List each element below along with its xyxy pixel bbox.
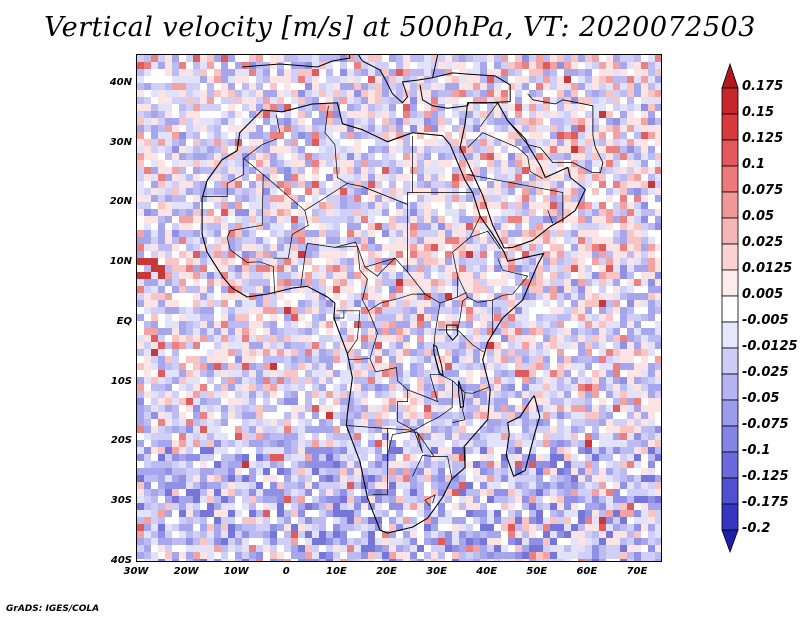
colorbar-bin (721, 165, 739, 193)
colorbar-bin (721, 347, 739, 375)
colorbar-bin (721, 295, 739, 323)
chart-title: Vertical velocity [m/s] at 500hPa, VT: 2… (44, 12, 756, 43)
colorbar-tick-label: 0.1 (742, 157, 766, 172)
madagascar-coastline (505, 395, 541, 477)
colorbar-tick-label: 0.125 (742, 131, 784, 146)
colorbar-tick-label: -0.005 (742, 313, 789, 328)
lon-tick-label: 20E (376, 566, 397, 577)
africa-coastline (201, 102, 545, 534)
lat-tick-label: 40N (109, 76, 132, 88)
credit-text: GrADS: IGES/COLA (6, 604, 100, 614)
colorbar-bin (721, 243, 739, 271)
lake-outline-3 (458, 380, 465, 409)
colorbar-bin (721, 139, 739, 167)
lon-tick-label: 0 (282, 566, 290, 577)
lat-tick-label: 10N (109, 256, 132, 268)
colorbar-tick-label: -0.0125 (742, 339, 798, 354)
colorbar-bin (721, 425, 739, 453)
lake-outline-2 (433, 343, 444, 377)
colorbar-tick-label: 0.005 (742, 287, 784, 302)
colorbar-tick-label: -0.2 (742, 521, 771, 536)
lat-tick-label: 10S (110, 375, 132, 387)
country-borders (202, 102, 564, 507)
lat-tick-label: 30N (109, 136, 132, 148)
lon-tick-label: 70E (626, 566, 648, 577)
colorbar-tick-label: 0.0125 (742, 261, 793, 276)
lat-tick-label: 20S (110, 435, 132, 447)
turkey-coastline (419, 72, 511, 109)
lat-tick-label: EQ (116, 315, 132, 327)
lon-tick-label: 10W (223, 566, 249, 577)
lon-tick-label: 20W (173, 566, 199, 577)
iran-outline (507, 93, 604, 174)
colorbar-bin (721, 451, 739, 479)
colorbar-bin (721, 217, 739, 245)
colorbar-tick-label: -0.05 (742, 391, 780, 406)
colorbar-tick-label: 0.15 (742, 105, 775, 120)
colorbar-tick-label: 0.05 (742, 209, 775, 224)
lon-tick-label: 30W (123, 566, 149, 577)
colorbar-bin (721, 191, 739, 219)
colorbar-bin (721, 269, 739, 297)
lon-tick-label: 10E (326, 566, 347, 577)
colorbar-tick-label: -0.025 (742, 365, 789, 380)
lon-tick-label: 30E (426, 566, 447, 577)
colorbar-bin (721, 399, 739, 427)
colorbar-tick-label: 0.025 (742, 235, 784, 250)
lat-tick-label: 30S (110, 495, 132, 507)
lon-tick-label: 50E (526, 566, 548, 577)
colorbar-bin (721, 321, 739, 349)
colorbar-tick-label: 0.075 (742, 183, 784, 198)
lat-tick-label: 40S (110, 555, 132, 566)
colorbar-tick-label: -0.175 (742, 495, 789, 510)
colorbar-bin (721, 373, 739, 401)
colorbar-bin (721, 113, 739, 141)
colorbar-bin (721, 503, 739, 531)
colorbar-bin (721, 87, 739, 115)
colorbar-tick-label: -0.075 (742, 417, 789, 432)
colorbar-top-arrow (721, 62, 739, 89)
map-panel (136, 54, 662, 562)
colorbar-bin (721, 477, 739, 505)
lon-tick-label: 60E (576, 566, 598, 577)
map-field (137, 55, 661, 561)
arabia-coastline (459, 102, 586, 249)
lon-tick-label: 40E (476, 566, 498, 577)
colorbar-tick-label: 0.175 (742, 79, 784, 94)
europe-coastline (242, 55, 439, 104)
lake-outline-1 (446, 324, 459, 341)
colorbar-bottom-arrow (721, 529, 739, 554)
lat-tick-label: 20N (109, 196, 132, 208)
field-cells (137, 55, 661, 561)
colorbar-tick-label: -0.1 (742, 443, 771, 458)
colorbar-tick-label: -0.125 (742, 469, 789, 484)
